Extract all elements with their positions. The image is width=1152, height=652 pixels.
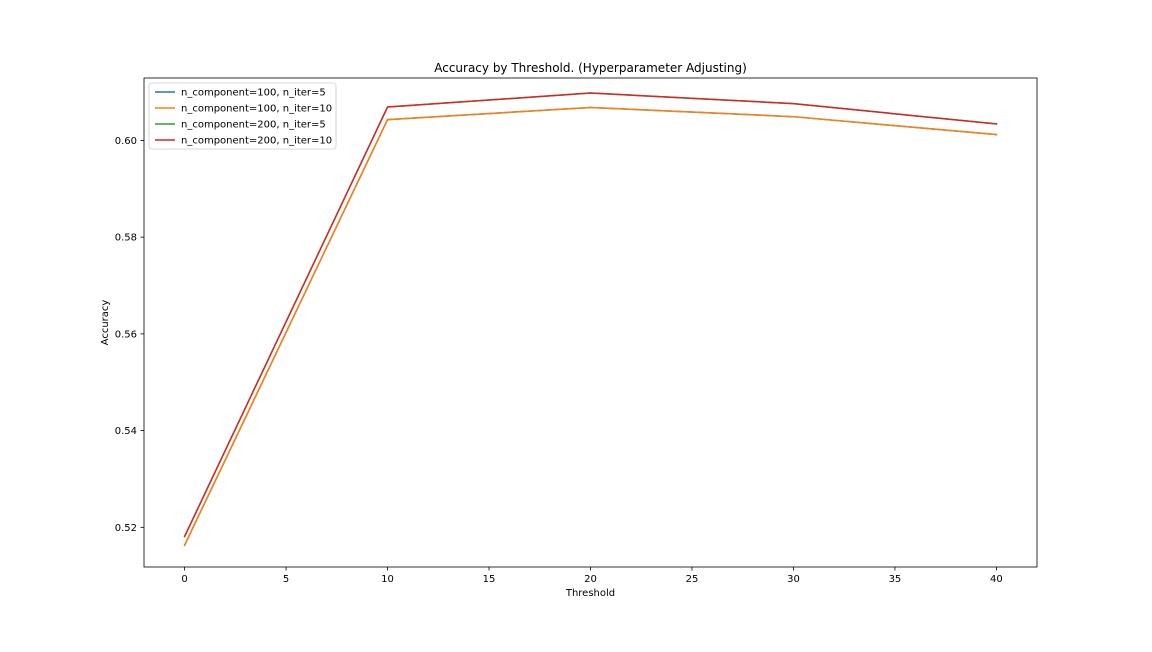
x-tick-label: 40 xyxy=(990,574,1003,585)
chart-title: Accuracy by Threshold. (Hyperparameter A… xyxy=(434,61,747,75)
x-tick-label: 35 xyxy=(889,574,902,585)
series-layer xyxy=(183,92,998,547)
legend-box xyxy=(148,82,337,150)
x-tick-label: 20 xyxy=(584,574,597,585)
x-tick-label: 0 xyxy=(181,574,187,585)
y-tick-label: 0.58 xyxy=(115,233,137,244)
series-line-4 xyxy=(183,92,998,538)
legend-label-2: n_component=100, n_iter=10 xyxy=(181,104,332,115)
x-tick-label: 15 xyxy=(483,574,496,585)
x-tick-label: 25 xyxy=(686,574,699,585)
x-tick-label: 10 xyxy=(381,574,394,585)
y-tick-label: 0.60 xyxy=(115,136,137,147)
series-line-2 xyxy=(183,106,998,547)
plot-frame xyxy=(143,77,1038,568)
legend-items: n_component=100, n_iter=5 n_component=100… xyxy=(155,88,332,147)
y-axis: 0.52 0.54 0.56 0.58 0.60 xyxy=(115,136,144,534)
x-axis: 0 5 10 15 20 25 30 35 40 xyxy=(181,567,1003,585)
legend-label-4: n_component=200, n_iter=10 xyxy=(181,136,332,147)
x-tick-label: 30 xyxy=(787,574,800,585)
y-axis-label: Accuracy xyxy=(100,300,111,346)
legend-label-1: n_component=100, n_iter=5 xyxy=(181,88,326,99)
y-tick-label: 0.56 xyxy=(115,329,137,340)
y-tick-label: 0.52 xyxy=(115,523,137,534)
x-tick-label: 5 xyxy=(283,574,289,585)
x-axis-label: Threshold xyxy=(565,588,615,599)
legend: n_component=100, n_iter=5 n_component=100… xyxy=(148,82,337,150)
legend-label-3: n_component=200, n_iter=5 xyxy=(181,120,326,131)
y-tick-label: 0.54 xyxy=(115,426,137,437)
